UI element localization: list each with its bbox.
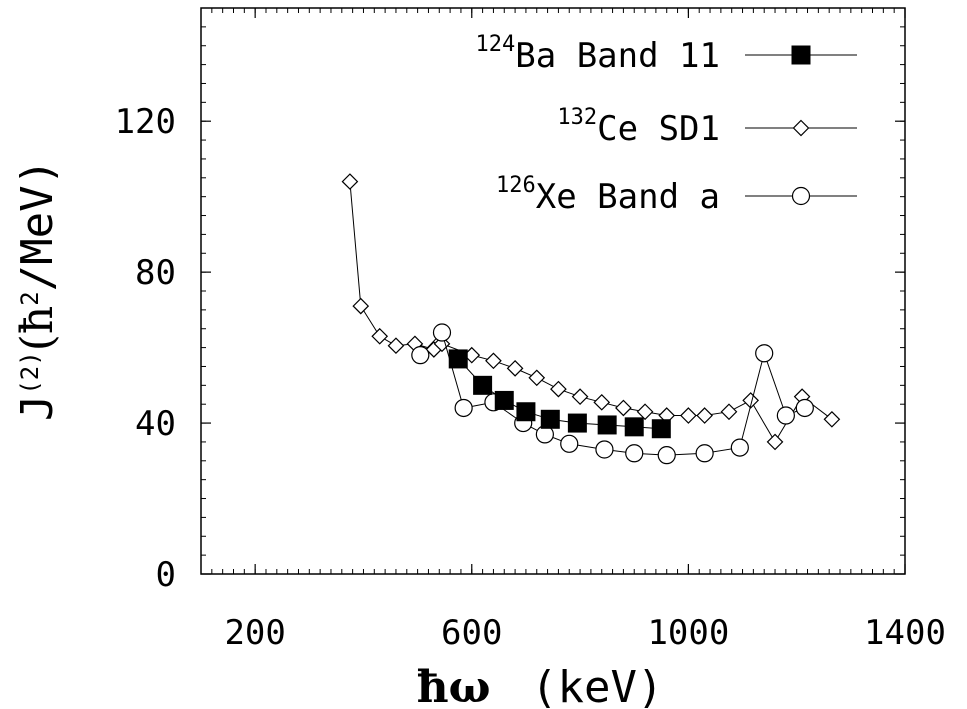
series-layer xyxy=(341,173,841,465)
y-tick-labels: 0 40 80 120 xyxy=(115,102,176,595)
y-axis-sup1: (2) xyxy=(16,351,44,394)
data-point xyxy=(371,327,389,345)
legend-label: 124Ba Band 11 xyxy=(476,32,720,76)
legend: 124Ba Band 11 132Ce SD1 126Xe Band a xyxy=(476,32,857,217)
data-point xyxy=(341,173,359,190)
data-point xyxy=(485,352,502,370)
minor-ticks xyxy=(200,7,906,575)
x-tick-label: 600 xyxy=(441,613,502,653)
data-point xyxy=(516,402,536,422)
legend-marker xyxy=(792,119,810,137)
x-tick-label: 1400 xyxy=(864,613,946,653)
data-point xyxy=(595,440,614,459)
data-point xyxy=(571,388,589,406)
data-point xyxy=(597,415,617,435)
legend-label: 126Xe Band a xyxy=(496,173,720,217)
y-axis-title: J(2)(ħ2/MeV) xyxy=(12,159,63,421)
legend-label-text: Xe Band a xyxy=(536,177,720,217)
series-0 xyxy=(448,349,671,439)
data-point xyxy=(636,403,654,421)
y-tick-label: 80 xyxy=(135,253,176,293)
data-point xyxy=(695,444,714,463)
data-point xyxy=(657,446,676,465)
y-tick-label: 120 xyxy=(115,102,176,142)
series-line xyxy=(349,181,833,443)
data-point xyxy=(625,444,644,463)
x-axis-title: ħω (keV) xyxy=(417,662,664,709)
y-axis-mid: (ħ xyxy=(12,306,63,352)
legend-marker xyxy=(791,186,811,206)
series-2 xyxy=(411,323,814,465)
data-point xyxy=(540,409,560,429)
series-1 xyxy=(341,173,841,451)
data-point xyxy=(411,346,430,365)
plot-frame xyxy=(200,7,906,575)
x-tick-label: 200 xyxy=(224,613,285,653)
legend-label-superscript: 132 xyxy=(557,105,597,130)
data-point xyxy=(680,407,697,424)
data-point xyxy=(795,398,814,418)
y-axis-end: /MeV) xyxy=(12,159,63,291)
data-point xyxy=(696,407,713,424)
data-point xyxy=(550,380,567,398)
data-point xyxy=(720,403,738,421)
data-point xyxy=(567,413,587,433)
data-point xyxy=(730,438,749,457)
legend-label-superscript: 126 xyxy=(496,173,536,198)
x-axis-units: (keV) xyxy=(531,662,663,709)
y-axis-sup2: 2 xyxy=(16,291,44,305)
x-tick-labels: 200 600 1000 1400 xyxy=(224,613,946,653)
data-point xyxy=(742,392,760,409)
legend-label-text: Ce SD1 xyxy=(597,109,720,149)
data-point xyxy=(766,433,784,451)
data-point xyxy=(624,417,644,437)
data-point xyxy=(528,369,546,387)
legend-label-superscript: 124 xyxy=(476,32,516,57)
data-point xyxy=(651,419,671,439)
data-point xyxy=(473,375,493,395)
legend-label: 132Ce SD1 xyxy=(557,105,720,149)
major-ticks xyxy=(201,8,906,575)
data-point xyxy=(387,337,405,355)
data-point xyxy=(593,393,611,411)
data-point xyxy=(823,410,841,428)
data-point xyxy=(352,297,370,315)
data-point xyxy=(615,399,632,417)
y-tick-label: 0 xyxy=(156,555,176,595)
data-point xyxy=(448,349,468,369)
y-tick-label: 40 xyxy=(135,404,176,444)
data-point xyxy=(560,434,579,453)
data-point xyxy=(432,323,452,342)
y-axis-main: J xyxy=(12,395,63,422)
data-point xyxy=(776,406,795,425)
data-point xyxy=(506,360,524,377)
data-point xyxy=(494,390,514,410)
legend-marker xyxy=(791,45,811,65)
data-point xyxy=(755,344,774,363)
legend-label-text: Ba Band 11 xyxy=(515,36,720,76)
x-axis-symbol: ħω xyxy=(417,662,491,709)
x-tick-label: 1000 xyxy=(647,613,729,653)
data-point xyxy=(454,398,473,418)
